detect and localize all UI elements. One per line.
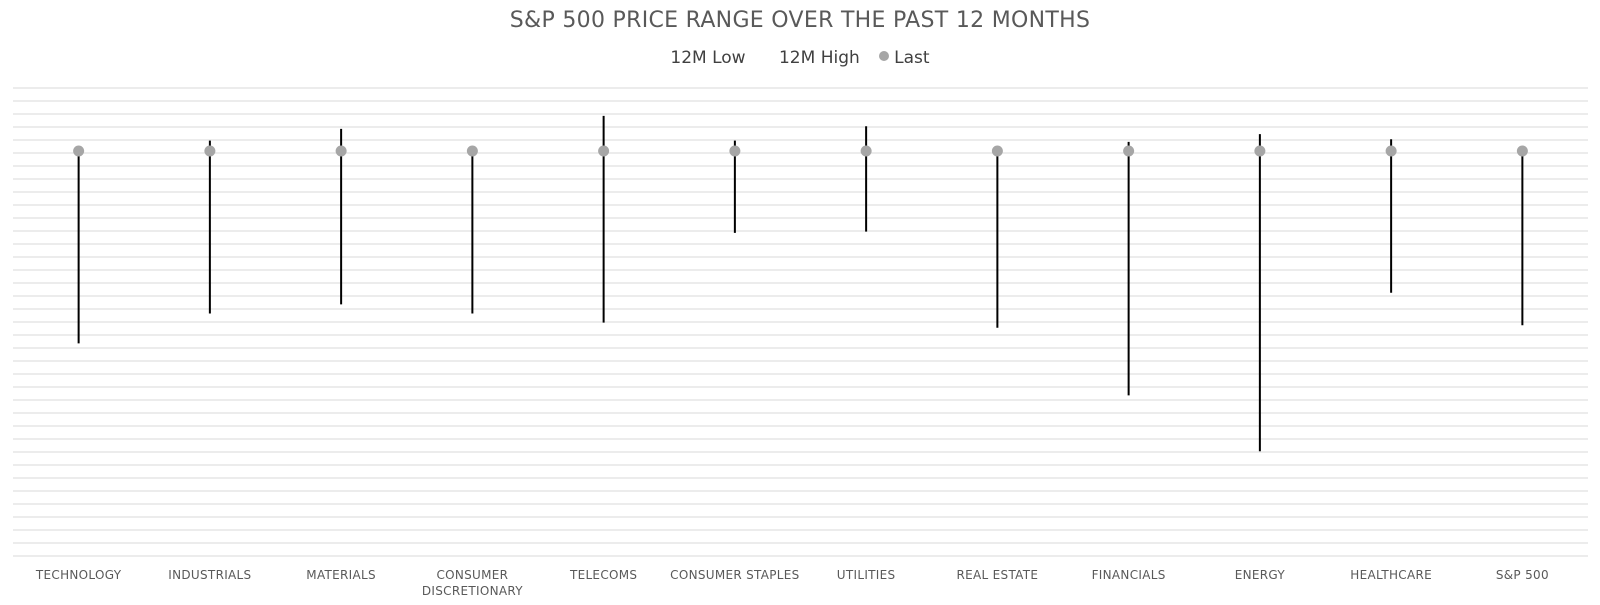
chart-title: S&P 500 PRICE RANGE OVER THE PAST 12 MON…: [509, 8, 1091, 33]
category-label-1: INDUSTRIALS: [168, 568, 251, 582]
last-dot-5: [729, 145, 741, 157]
last-dot-6: [860, 145, 872, 157]
category-label-11: S&P 500: [1496, 568, 1549, 582]
legend: 12M Low 12M High Last: [0, 48, 1600, 68]
last-dot-3: [466, 145, 478, 157]
legend-dot-icon: [879, 51, 890, 61]
category-labels: TECHNOLOGY INDUSTRIALS MATERIALS CONSUMER DI…: [35, 568, 1549, 598]
last-dot-1: [204, 145, 216, 157]
legend-label-low: 12M Low: [670, 48, 746, 68]
category-label-5: CONSUMER STAPLES: [670, 568, 799, 582]
last-dots: [73, 145, 1528, 157]
category-label-8: FINANCIALS: [1092, 568, 1166, 582]
category-label-7: REAL ESTATE: [957, 568, 1039, 582]
last-dot-4: [598, 145, 610, 157]
legend-label-high: 12M High: [778, 48, 860, 68]
last-dot-8: [1123, 145, 1135, 157]
last-dot-10: [1385, 145, 1397, 157]
legend-item-last: Last: [879, 48, 930, 68]
last-dot-0: [73, 145, 85, 157]
category-label-3: CONSUMER DISCRETIONARY: [422, 568, 523, 598]
category-label-10: HEALTHCARE: [1350, 568, 1432, 582]
category-label-4: TELECOMS: [569, 568, 637, 582]
legend-item-low: 12M Low: [670, 48, 745, 68]
category-label-9: ENERGY: [1235, 568, 1286, 582]
gridlines: [13, 87, 1588, 557]
category-label-6: UTILITIES: [837, 568, 896, 582]
last-dot-11: [1516, 145, 1528, 157]
legend-label-last: Last: [894, 48, 930, 68]
last-dot-9: [1254, 145, 1266, 157]
last-dot-2: [335, 145, 347, 157]
category-label-0: TECHNOLOGY: [35, 568, 122, 582]
category-label-2: MATERIALS: [306, 568, 376, 582]
legend-item-high: 12M High: [779, 48, 860, 68]
last-dot-7: [991, 145, 1003, 157]
